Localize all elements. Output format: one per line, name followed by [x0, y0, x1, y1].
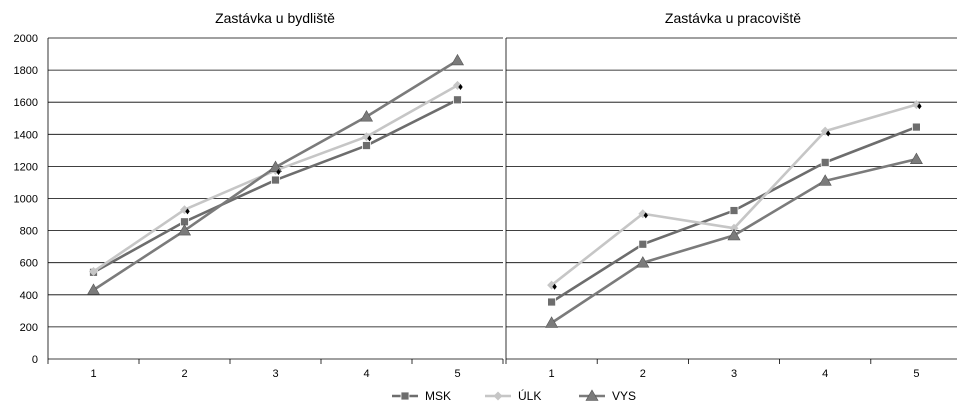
data-point-marker — [89, 267, 98, 277]
x-tick-label: 2 — [181, 368, 187, 380]
y-tick-label: 1000 — [14, 194, 38, 206]
legend-label: ÚLK — [518, 388, 541, 403]
axes: 1 2 3 4 5 — [505, 38, 919, 380]
extra-marker — [917, 103, 922, 110]
legend-item-msk: MSK — [392, 389, 451, 403]
data-point-marker — [547, 297, 556, 307]
data-point-marker — [86, 283, 101, 295]
data-point-marker — [636, 256, 650, 268]
x-tick-label: 1 — [549, 368, 555, 380]
chart-title: Zastávka u bydliště — [215, 10, 335, 26]
series-ulk — [547, 100, 921, 290]
extra-marker — [185, 208, 190, 215]
data-point-marker — [818, 174, 832, 186]
legend-marker — [493, 391, 503, 401]
x-tick-label: 5 — [913, 368, 919, 380]
data-point-marker — [450, 53, 465, 66]
y-tick-label: 800 — [20, 226, 38, 238]
series-msk — [547, 122, 921, 307]
x-tick-label: 1 — [90, 368, 96, 380]
extra-markers — [185, 83, 463, 215]
y-tick-label: 1400 — [14, 129, 38, 141]
data-point-marker — [909, 152, 923, 164]
extra-markers — [552, 103, 922, 290]
x-tick-label: 4 — [363, 368, 369, 380]
y-tick-label: 200 — [20, 322, 38, 334]
series-line — [92, 98, 459, 274]
gridlines — [506, 37, 957, 360]
legend-marker — [400, 391, 410, 401]
data-point-marker — [729, 223, 739, 233]
extra-marker — [643, 212, 648, 219]
series-line — [92, 59, 459, 292]
y-tick-label: 400 — [20, 290, 38, 302]
series-lines — [86, 53, 465, 295]
extra-marker — [552, 283, 557, 290]
chart-title: Zastávka u pracoviště — [665, 10, 801, 26]
chart-panel-home-stop: Zastávka u bydliště 02004006008001000120… — [14, 10, 504, 380]
data-point-marker — [912, 122, 921, 132]
x-tick-label: 2 — [640, 368, 646, 380]
data-point-marker — [820, 157, 830, 167]
series-line — [550, 103, 917, 287]
chart-panel-work-stop: Zastávka u pracoviště 1 2 3 4 5 — [505, 10, 957, 380]
y-tick-label: 1600 — [14, 97, 38, 109]
extra-marker — [826, 130, 831, 137]
data-point-marker — [453, 95, 462, 105]
data-point-marker — [638, 239, 648, 249]
x-tick-label: 5 — [454, 368, 460, 380]
extra-marker — [367, 135, 372, 142]
series-vys — [545, 152, 923, 328]
data-point-marker — [727, 228, 741, 241]
legend-label: VYS — [612, 389, 636, 403]
legend-item-vys: VYS — [579, 389, 636, 403]
x-tick-label: 4 — [822, 368, 828, 380]
y-tick-label: 1800 — [14, 65, 38, 77]
extra-marker — [458, 83, 463, 90]
data-point-marker — [359, 110, 374, 122]
data-point-marker — [545, 316, 559, 328]
series-msk — [89, 95, 462, 277]
data-point-marker — [271, 175, 280, 185]
legend: MSK ÚLK VYS — [392, 388, 636, 403]
y-tick-label: 600 — [20, 258, 38, 270]
axes: 0 200 400 600 800 1000 1200 1400 1600 1800 2000 1 2 3… — [14, 33, 504, 380]
data-point-marker — [362, 141, 371, 150]
data-point-marker — [729, 206, 739, 215]
y-tick-label: 1200 — [14, 161, 38, 173]
data-point-marker — [177, 223, 192, 236]
extra-marker — [276, 169, 281, 176]
x-tick-label: 3 — [731, 368, 737, 380]
x-tick-label: 3 — [272, 368, 278, 380]
legend-marker — [585, 389, 599, 401]
y-tick-label: 0 — [32, 354, 38, 366]
legend-label: MSK — [425, 389, 451, 403]
series-lines — [545, 100, 923, 328]
legend-item-ulk: ÚLK — [485, 388, 541, 403]
gridlines — [48, 37, 503, 360]
y-tick-label: 2000 — [14, 33, 38, 45]
